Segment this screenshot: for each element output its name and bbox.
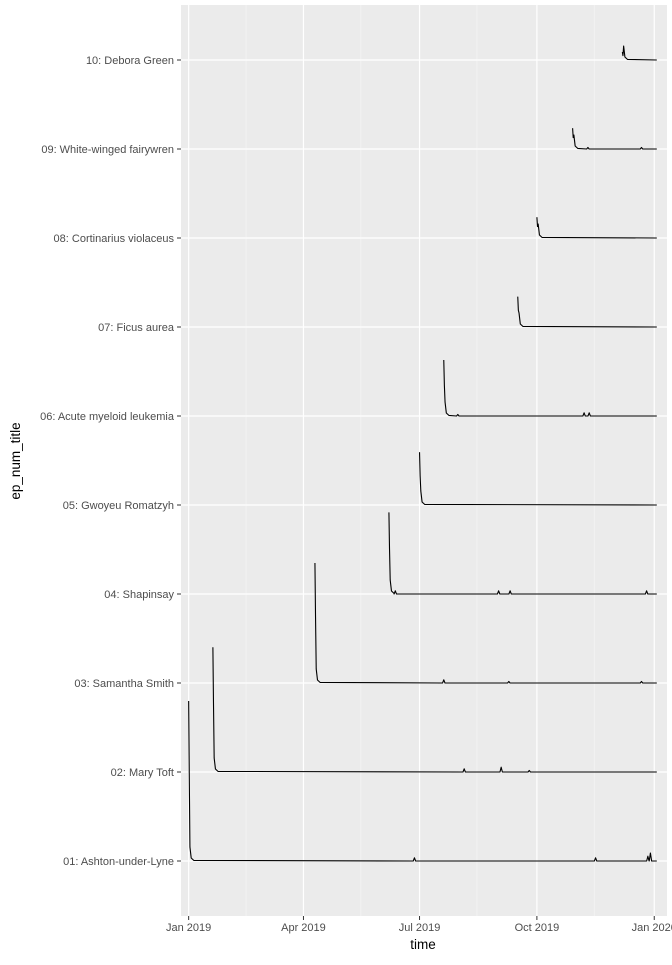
y-axis-title: ep_num_title: [8, 422, 23, 499]
x-axis-title: time: [410, 937, 436, 952]
x-tick-label: Jul 2019: [399, 922, 441, 934]
x-tick-label: Jan 2019: [166, 922, 211, 934]
y-tick-label: 07: Ficus aurea: [98, 322, 175, 334]
y-tick-label: 01: Ashton-under-Lyne: [63, 856, 174, 868]
plot-panel: [181, 5, 667, 916]
series-line: [621, 45, 657, 61]
series-line: [517, 296, 657, 328]
series-line: [572, 128, 657, 150]
series-line: [418, 452, 657, 506]
series-line: [388, 512, 657, 595]
y-tick-label: 09: White-winged fairywren: [41, 144, 174, 156]
series-line: [212, 647, 657, 773]
y-tick-label: 05: Gwoyeu Romatzyh: [63, 500, 174, 512]
y-tick-label: 06: Acute myeloid leukemia: [40, 411, 175, 423]
x-tick-label: Oct 2019: [515, 922, 560, 934]
y-tick-label: 08: Cortinarius violaceus: [54, 233, 175, 245]
series-line: [536, 217, 657, 239]
x-tick-label: Apr 2019: [281, 922, 326, 934]
x-tick-label: Jan 2020: [632, 922, 672, 934]
minor-gridlines: [245, 5, 595, 916]
y-tick-label: 04: Shapinsay: [104, 589, 174, 601]
y-tick-label: 02: Mary Toft: [111, 767, 174, 779]
series-line: [188, 700, 657, 862]
series-line: [314, 562, 657, 684]
series-line: [443, 359, 657, 417]
y-tick-label: 10: Debora Green: [86, 55, 174, 67]
x-axis: Jan 2019 Apr 2019 Jul 2019 Oct 2019 Jan 2020: [166, 916, 672, 934]
y-tick-label: 03: Samantha Smith: [74, 678, 174, 690]
y-axis: 01: Ashton-under-Lyne 02: Mary Toft 03: Sa…: [40, 55, 181, 868]
series-layer: [188, 45, 657, 862]
